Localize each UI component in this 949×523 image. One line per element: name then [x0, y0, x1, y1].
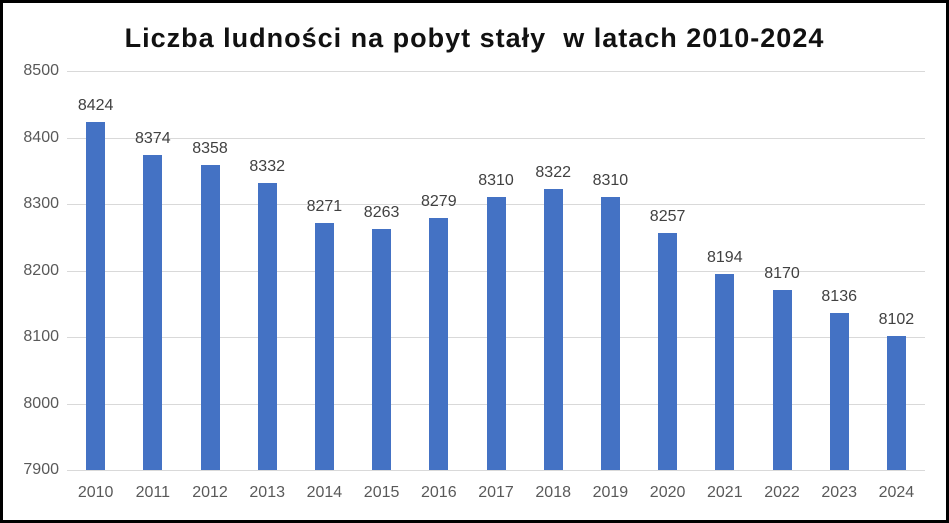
bar-2013 — [257, 182, 277, 470]
bar-value-label-2014: 8271 — [306, 198, 343, 216]
bar-2016 — [429, 217, 449, 470]
bar-value-label-2011: 8374 — [135, 129, 171, 147]
x-tick-label-2018: 2018 — [535, 484, 571, 501]
gridline-8400 — [67, 137, 925, 139]
bar-2012 — [200, 165, 220, 470]
bar-2014 — [314, 223, 334, 470]
y-tick-label-8100: 8100 — [23, 328, 59, 345]
bar-value-label-2020: 8257 — [649, 207, 686, 225]
bar-value-label-2012: 8358 — [192, 140, 228, 158]
x-tick-label-2013: 2013 — [249, 484, 285, 501]
x-tick-label-2012: 2012 — [192, 484, 228, 501]
bar-2023 — [829, 313, 849, 470]
x-tick-label-2023: 2023 — [821, 484, 857, 501]
y-tick-label-7900: 7900 — [23, 461, 59, 478]
bar-2015 — [372, 228, 392, 470]
bar-value-label-2016: 8279 — [421, 192, 457, 210]
bar-2021 — [715, 274, 735, 470]
bar-2019 — [600, 197, 620, 470]
bar-value-label-2023: 8136 — [821, 288, 857, 306]
bar-2018 — [543, 189, 563, 470]
x-tick-label-2016: 2016 — [421, 484, 457, 501]
x-tick-label-2010: 2010 — [77, 484, 114, 501]
x-tick-label-2015: 2015 — [363, 484, 400, 501]
gridline-7900 — [67, 470, 925, 471]
chart-title: Liczba ludności na pobyt stały w latach … — [124, 23, 825, 53]
bar-2024 — [886, 335, 906, 470]
x-tick-label-2022: 2022 — [764, 484, 800, 501]
bar-value-label-2024: 8102 — [878, 310, 915, 328]
bar-2010 — [86, 121, 106, 470]
bar-value-label-2021: 8194 — [707, 249, 743, 267]
x-tick-label-2019: 2019 — [592, 484, 629, 501]
y-tick-label-8400: 8400 — [23, 128, 59, 146]
bar-value-label-2022: 8170 — [764, 265, 800, 283]
y-tick-label-8200: 8200 — [23, 261, 59, 279]
y-axis: 8500 8400 8300 8200 8100 8000 7900 — [3, 62, 59, 478]
x-tick-label-2017: 2017 — [478, 484, 514, 501]
bar-2017 — [486, 197, 506, 470]
bar-2022 — [772, 290, 792, 470]
bar-2020 — [658, 232, 678, 470]
bar-value-label-2013: 8332 — [249, 157, 285, 175]
bar-value-label-2015: 8263 — [363, 203, 400, 221]
bar-value-label-2010: 8424 — [77, 96, 114, 114]
y-tick-label-8500: 8500 — [23, 62, 59, 79]
x-axis: 2010 2011 2012 2013 2014 2015 2016 2017 2018 2019… — [67, 483, 925, 505]
y-tick-label-8000: 8000 — [23, 394, 59, 412]
gridline-8500 — [67, 71, 925, 72]
bar-value-label-2017: 8310 — [478, 172, 514, 190]
x-tick-label-2014: 2014 — [306, 484, 343, 501]
bar-2011 — [143, 154, 163, 470]
y-tick-label-8300: 8300 — [23, 195, 59, 212]
x-tick-label-2021: 2021 — [707, 484, 743, 501]
bar-value-label-2018: 8322 — [535, 164, 571, 182]
x-tick-label-2020: 2020 — [649, 484, 686, 501]
plot-area: 8424 8374 8358 8332 8271 8263 8279 8310 8322 8310… — [67, 71, 925, 471]
bar-value-label-2019: 8310 — [592, 172, 629, 190]
x-tick-label-2024: 2024 — [878, 484, 915, 501]
x-tick-label-2011: 2011 — [135, 484, 170, 501]
